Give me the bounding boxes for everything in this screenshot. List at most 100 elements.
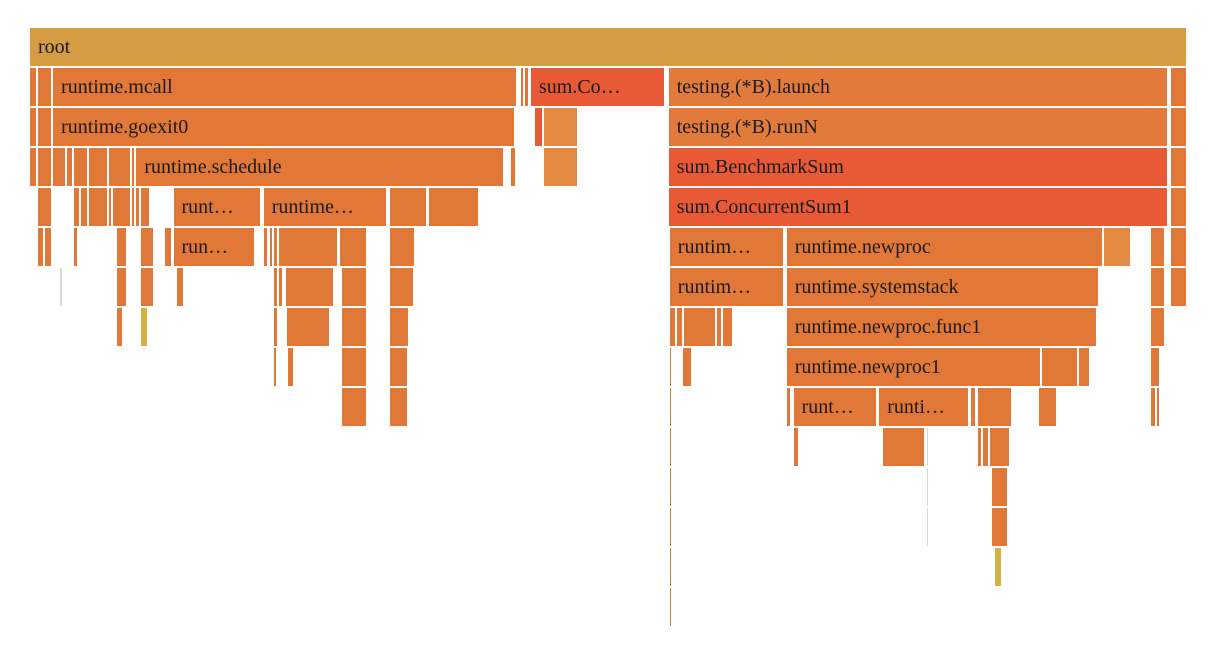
flame-frame-unlabeled[interactable] [926,508,929,546]
flame-frame-unlabeled[interactable] [274,268,277,306]
flame-frame[interactable]: runtime… [263,188,387,226]
flame-frame[interactable]: runtime.systemstack [786,268,1099,306]
flame-frame-unlabeled[interactable] [30,148,36,186]
flame-frame[interactable]: root [30,28,1186,66]
flame-frame[interactable]: runtime.newproc [786,228,1102,266]
flame-frame-unlabeled[interactable] [269,228,272,266]
flame-frame-unlabeled[interactable] [286,308,329,346]
flame-frame-unlabeled[interactable] [511,148,515,186]
flame-frame[interactable]: testing.(*B).runN [668,108,1168,146]
flame-frame-unlabeled[interactable] [108,148,130,186]
flame-frame-unlabeled[interactable] [74,148,87,186]
flame-frame-unlabeled[interactable] [683,308,716,346]
flame-frame-unlabeled[interactable] [1079,348,1089,386]
flame-frame-unlabeled[interactable] [717,308,721,346]
flame-frame-unlabeled[interactable] [786,388,791,426]
flame-frame-unlabeled[interactable] [274,348,276,386]
flame-frame-unlabeled[interactable] [669,588,672,626]
flame-frame-unlabeled[interactable] [1151,348,1160,386]
flame-frame[interactable]: runtim… [669,228,784,266]
flame-frame-unlabeled[interactable] [926,468,929,506]
flame-frame-unlabeled[interactable] [1151,228,1164,266]
flame-frame-unlabeled[interactable] [38,148,51,186]
flame-frame-unlabeled[interactable] [38,68,51,106]
flame-frame[interactable]: runt… [173,188,261,226]
flame-frame-unlabeled[interactable] [983,428,989,466]
flame-frame-unlabeled[interactable] [342,308,366,346]
flame-frame-unlabeled[interactable] [141,188,150,226]
flame-frame-unlabeled[interactable] [176,268,183,306]
flame-frame-unlabeled[interactable] [116,228,127,266]
flame-frame-unlabeled[interactable] [342,268,366,306]
flame-frame-unlabeled[interactable] [1151,268,1164,306]
flame-frame-unlabeled[interactable] [340,228,366,266]
flame-frame-unlabeled[interactable] [990,428,1009,466]
flame-frame-unlabeled[interactable] [113,188,130,226]
flame-frame-unlabeled[interactable] [389,388,408,426]
flame-frame[interactable]: runtime.schedule [136,148,504,186]
flame-frame-unlabeled[interactable] [723,308,733,346]
flame-frame-unlabeled[interactable] [543,108,578,146]
flame-frame[interactable]: runtime.mcall [53,68,517,106]
flame-frame-unlabeled[interactable] [30,68,36,106]
flame-frame-unlabeled[interactable] [89,148,107,186]
flame-frame-unlabeled[interactable] [1170,268,1186,306]
flame-frame-unlabeled[interactable] [141,228,153,266]
flame-frame[interactable]: runtime.newproc1 [786,348,1041,386]
flame-frame-unlabeled[interactable] [285,268,334,306]
flame-frame-unlabeled[interactable] [882,428,925,466]
flame-frame-unlabeled[interactable] [1156,388,1160,426]
flame-frame-unlabeled[interactable] [669,428,672,466]
flame-frame-unlabeled[interactable] [1042,348,1078,386]
flame-frame-unlabeled[interactable] [389,188,426,226]
flame-frame[interactable]: runti… [879,388,969,426]
flame-frame-unlabeled[interactable] [1151,388,1155,426]
flame-frame-unlabeled[interactable] [141,308,147,346]
flame-frame-unlabeled[interactable] [793,428,799,466]
flame-frame[interactable]: runt… [793,388,876,426]
flame-frame-unlabeled[interactable] [534,108,542,146]
flame-frame-unlabeled[interactable] [1170,148,1186,186]
flame-frame-unlabeled[interactable] [1170,108,1186,146]
flame-frame-unlabeled[interactable] [1151,308,1164,346]
flame-frame-unlabeled[interactable] [278,228,337,266]
flame-frame-unlabeled[interactable] [165,228,172,266]
flame-frame-unlabeled[interactable] [274,308,277,346]
flame-frame-unlabeled[interactable] [131,148,135,186]
flame-frame-unlabeled[interactable] [977,428,982,466]
flame-frame-unlabeled[interactable] [53,148,65,186]
flame-frame-unlabeled[interactable] [342,348,366,386]
flame-frame-unlabeled[interactable] [389,348,408,386]
flame-frame-unlabeled[interactable] [136,188,139,226]
flame-frame-unlabeled[interactable] [926,428,929,466]
flame-frame-unlabeled[interactable] [74,188,79,226]
flame-frame-unlabeled[interactable] [116,308,122,346]
flame-frame-unlabeled[interactable] [389,308,409,346]
flame-frame-unlabeled[interactable] [274,228,277,266]
flame-frame-unlabeled[interactable] [278,268,283,306]
flame-frame-unlabeled[interactable] [1170,188,1186,226]
flame-frame-unlabeled[interactable] [38,108,51,146]
flame-frame-unlabeled[interactable] [682,348,691,386]
flame-frame-unlabeled[interactable] [669,348,672,386]
flame-frame-unlabeled[interactable] [1170,228,1186,266]
flame-frame-unlabeled[interactable] [543,148,578,186]
flame-frame[interactable]: runtime.newproc.func1 [786,308,1096,346]
flame-frame-unlabeled[interactable] [669,308,675,346]
flame-frame-unlabeled[interactable] [131,188,135,226]
flame-frame-unlabeled[interactable] [60,268,62,306]
flame-frame-unlabeled[interactable] [288,348,293,386]
flame-frame-unlabeled[interactable] [994,548,1001,586]
flame-frame-unlabeled[interactable] [38,188,51,226]
flame-frame-unlabeled[interactable] [525,68,528,106]
flame-frame[interactable]: testing.(*B).launch [668,68,1168,106]
flame-frame-unlabeled[interactable] [80,188,87,226]
flame-frame-unlabeled[interactable] [669,468,672,506]
flame-frame-unlabeled[interactable] [108,188,112,226]
flame-frame-unlabeled[interactable] [389,228,415,266]
flame-frame-unlabeled[interactable] [263,228,268,266]
flame-frame[interactable]: sum.Co… [531,68,665,106]
flame-frame[interactable]: runtime.goexit0 [53,108,514,146]
flame-frame-unlabeled[interactable] [74,228,77,266]
flame-frame[interactable]: sum.BenchmarkSum [668,148,1168,186]
